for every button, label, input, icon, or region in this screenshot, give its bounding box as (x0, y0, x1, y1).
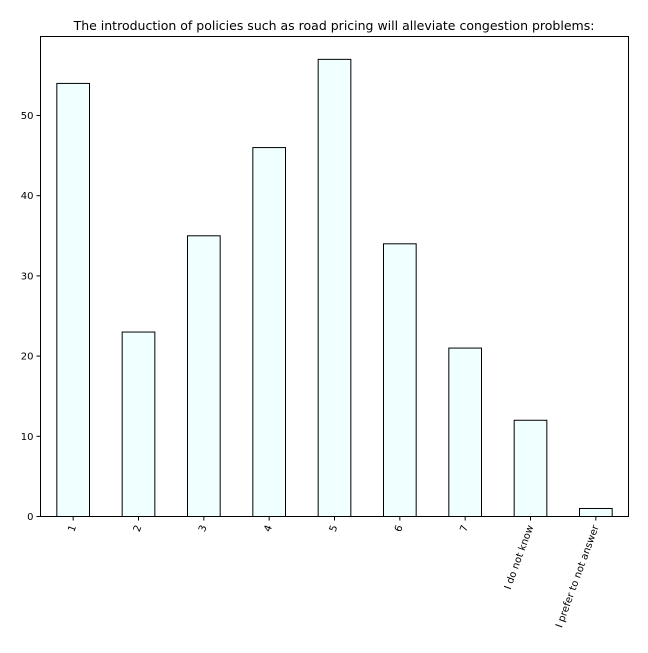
y-tick-label: 0 (27, 512, 33, 523)
chart-title: The introduction of policies such as roa… (73, 18, 595, 33)
x-tick-label: 7 (458, 524, 471, 534)
x-tick-label: 6 (393, 524, 406, 534)
x-tick-label: 5 (328, 524, 341, 534)
y-tick-label: 40 (21, 191, 34, 202)
bar-9 (579, 507, 613, 518)
bar-2 (121, 331, 156, 518)
bar-3 (187, 235, 221, 518)
x-tick-label: 2 (132, 524, 145, 534)
x-tick-label: 1 (66, 524, 79, 534)
x-tick-label: 3 (197, 524, 210, 534)
bar-1 (56, 82, 90, 517)
bar-8 (513, 419, 548, 518)
y-tick-label: 50 (21, 111, 34, 122)
x-tick-label: 4 (262, 524, 275, 534)
y-tick-label: 20 (21, 352, 34, 363)
y-tick-label: 10 (21, 432, 34, 443)
bar-6 (383, 243, 417, 517)
bar-7 (448, 347, 482, 517)
y-tick-label: 30 (21, 271, 34, 282)
bar-5 (317, 58, 352, 518)
bar-4 (252, 147, 286, 518)
